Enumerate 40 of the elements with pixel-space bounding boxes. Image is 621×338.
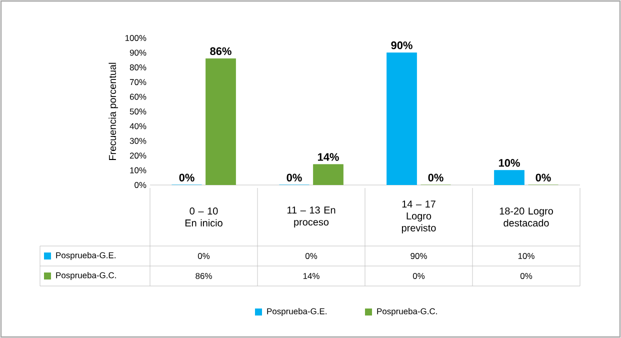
data-label: 0%	[520, 273, 532, 279]
text: Posprueba-G.C.	[56, 272, 116, 280]
bar	[494, 170, 524, 185]
x-tick-label: 0 – 10 En inicio	[185, 208, 222, 226]
y-tick-label: 90%	[130, 50, 146, 56]
text: 14%	[318, 153, 339, 161]
text: 0%	[286, 174, 302, 182]
data-label: 86%	[196, 273, 212, 279]
y-tick-label: 0%	[134, 182, 146, 188]
y-tick-label: 20%	[130, 152, 146, 159]
bar	[386, 52, 417, 185]
text: Posprueba-G.E.	[267, 308, 326, 316]
legend-label: Posprueba-G.C.	[377, 308, 437, 316]
text: 0%	[179, 174, 194, 182]
data-label: 0%	[412, 273, 425, 279]
y-tick-label: 80%	[130, 64, 146, 70]
text: 0%	[536, 174, 551, 182]
bar	[313, 164, 344, 185]
y-tick-label: 10%	[130, 167, 146, 174]
text: 10%	[498, 159, 520, 167]
data-label: 0%	[305, 253, 318, 259]
y-tick-label: 40%	[130, 123, 146, 130]
text: 0%	[428, 174, 444, 182]
y-tick-label: 100%	[125, 35, 146, 41]
x-tick-label: 18-20 Logro destacado	[500, 208, 553, 226]
data-label: 10%	[518, 253, 534, 259]
x-tick-label: 14 – 17 Logro previsto	[402, 200, 436, 234]
y-axis-title: Frecuencia porcentual	[108, 62, 118, 160]
text: 86%	[210, 47, 232, 56]
data-label: 14%	[303, 273, 320, 279]
y-tick-label: 60%	[130, 94, 146, 100]
data-label: 0%	[198, 253, 210, 259]
legend-label: Posprueba-G.E.	[56, 252, 116, 260]
data-label: 90%	[410, 253, 427, 259]
y-tick-label: 70%	[130, 79, 146, 86]
bar	[206, 58, 236, 185]
y-tick-label: 50%	[130, 108, 146, 114]
text: 90%	[391, 41, 412, 50]
y-tick-label: 30%	[130, 138, 146, 144]
x-tick-label: 11 – 13 En proceso	[287, 206, 336, 228]
